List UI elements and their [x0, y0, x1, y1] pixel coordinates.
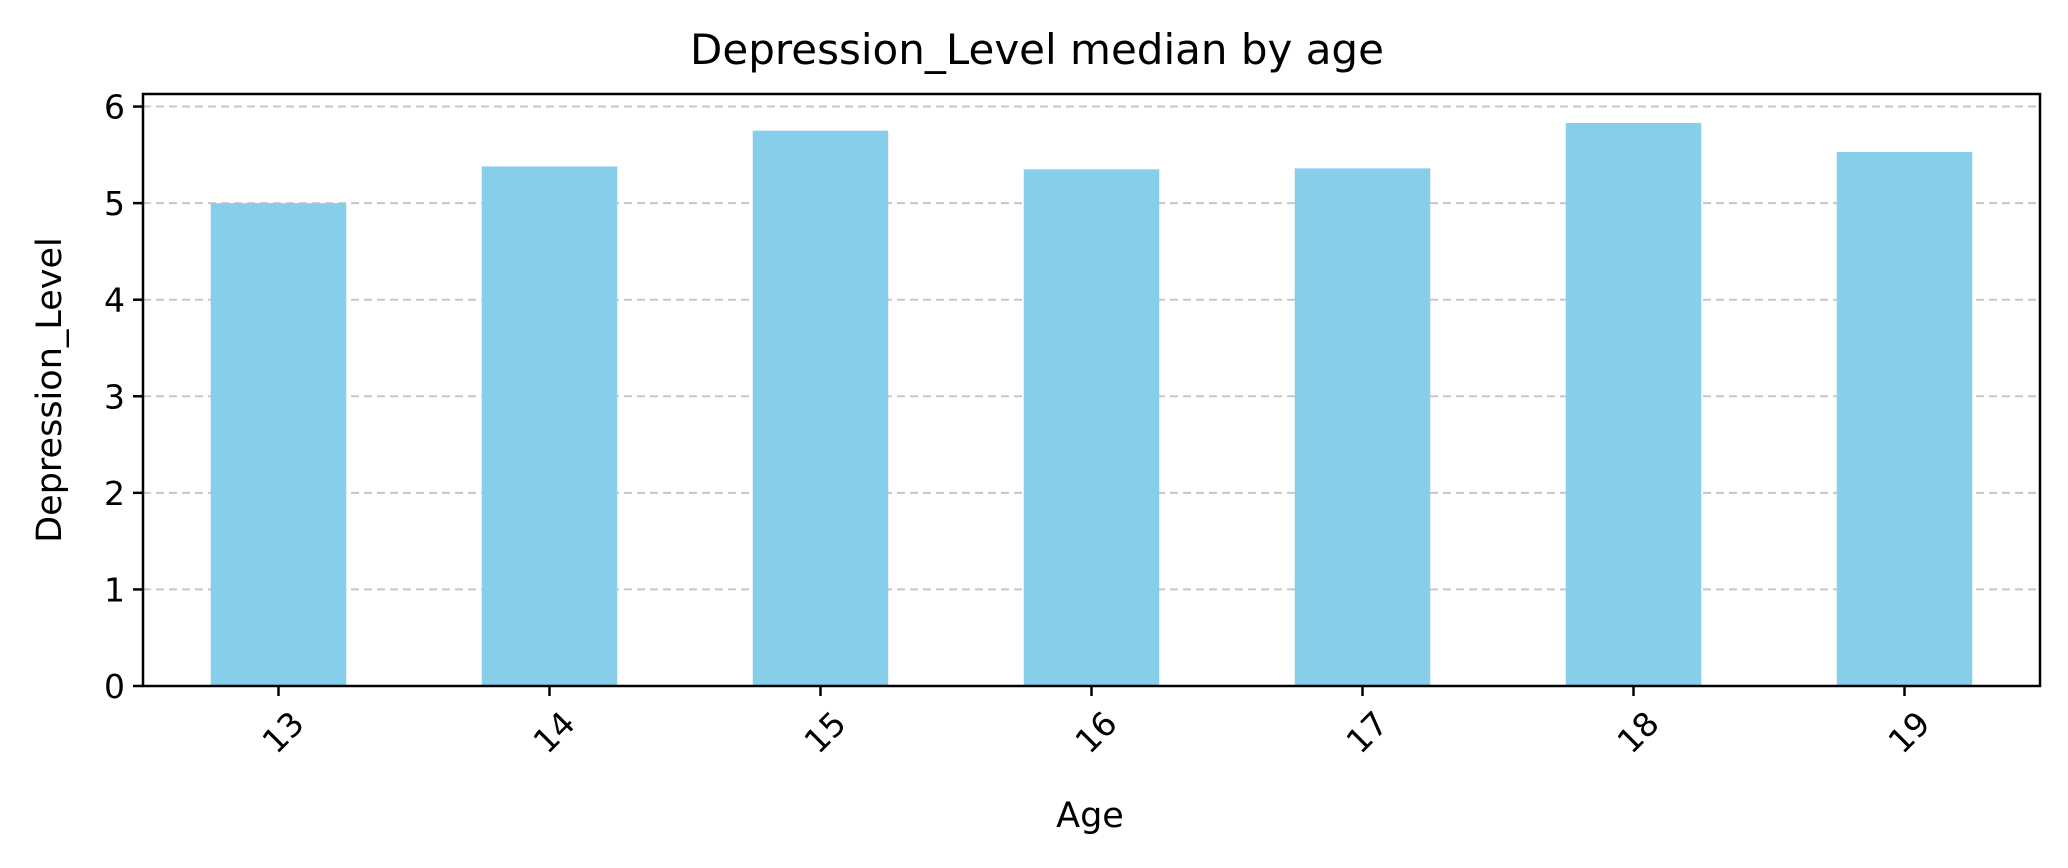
x-tick-label-13: 13	[254, 704, 311, 761]
x-tick-label-19: 19	[1880, 704, 1937, 761]
x-axis-label: Age	[1056, 796, 1124, 836]
y-axis-ticks: 0 1 2 3 4 5 6	[104, 88, 143, 706]
y-tick-label-0: 0	[104, 667, 125, 706]
grid-lines	[143, 105, 2040, 591]
bar-16	[1023, 169, 1160, 687]
x-tick-label-17: 17	[1338, 704, 1395, 761]
bars	[210, 122, 1973, 687]
y-tick-label-2: 2	[104, 474, 125, 513]
bar-13	[210, 203, 347, 686]
y-tick-label-6: 6	[104, 88, 125, 127]
x-tick-label-18: 18	[1609, 704, 1666, 761]
bar-17	[1294, 168, 1431, 686]
chart-title: Depression_Level median by age	[690, 25, 1384, 74]
bar-15	[752, 130, 889, 686]
x-tick-label-14: 14	[525, 704, 582, 761]
y-axis-label: Depression_Level	[30, 237, 70, 543]
x-tick-label-15: 15	[796, 704, 853, 761]
bar-18	[1565, 122, 1702, 686]
x-axis-ticks: 13 14 15 16 17 18 19	[254, 686, 1938, 761]
y-tick-label-5: 5	[104, 184, 125, 223]
y-tick-label-4: 4	[104, 281, 125, 320]
y-tick-label-3: 3	[104, 377, 125, 416]
y-tick-label-1: 1	[104, 570, 125, 609]
bar-19	[1836, 151, 1973, 687]
x-tick-label-16: 16	[1067, 704, 1124, 761]
bar-14	[481, 166, 618, 686]
